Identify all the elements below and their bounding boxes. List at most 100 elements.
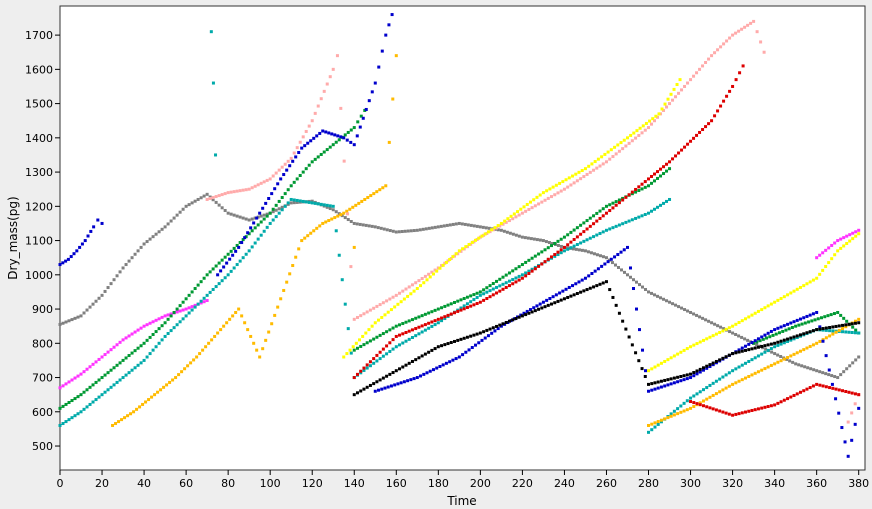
data-point	[279, 177, 283, 181]
data-point	[247, 218, 251, 222]
data-point	[190, 305, 194, 309]
data-point	[571, 174, 575, 178]
data-point	[315, 134, 319, 138]
data-point	[716, 324, 720, 328]
data-point	[533, 309, 537, 313]
data-point	[653, 293, 657, 297]
data-point	[517, 315, 521, 319]
data-point	[238, 215, 242, 219]
data-point	[802, 389, 806, 393]
data-point	[682, 374, 686, 378]
data-point	[151, 332, 155, 336]
data-point	[216, 273, 220, 277]
data-point	[777, 331, 781, 335]
data-point	[842, 316, 846, 320]
data-point	[335, 54, 339, 58]
data-point	[259, 214, 263, 218]
data-point	[749, 21, 753, 25]
data-point	[619, 268, 623, 272]
data-point	[556, 191, 560, 195]
data-point	[765, 336, 769, 340]
data-point	[551, 185, 555, 189]
data-point	[561, 289, 565, 293]
data-point	[511, 232, 515, 236]
data-point	[498, 289, 502, 293]
data-point	[792, 320, 796, 324]
data-point	[585, 219, 589, 223]
data-point	[773, 403, 777, 407]
data-point	[142, 324, 146, 328]
data-point	[441, 263, 445, 267]
data-point	[743, 25, 747, 29]
data-point	[469, 294, 473, 298]
data-point	[526, 236, 530, 240]
data-point	[782, 295, 786, 299]
data-point	[352, 376, 356, 380]
data-point	[614, 152, 618, 156]
data-point	[141, 402, 145, 406]
data-point	[744, 348, 748, 352]
data-point	[342, 355, 346, 359]
data-point	[427, 272, 431, 276]
data-point	[567, 176, 571, 180]
data-point	[641, 285, 645, 289]
data-point	[657, 112, 661, 116]
data-point	[740, 335, 744, 339]
data-point	[792, 337, 796, 341]
data-point	[250, 217, 254, 221]
data-point	[327, 131, 331, 135]
data-point	[621, 319, 625, 323]
x-tick-label: 320	[722, 477, 743, 490]
data-point	[698, 401, 702, 405]
data-point	[630, 192, 634, 196]
data-point	[115, 274, 119, 278]
data-point	[235, 214, 239, 218]
data-point	[662, 172, 666, 176]
data-point	[724, 327, 728, 331]
data-point	[382, 227, 386, 231]
data-point	[404, 320, 408, 324]
data-point	[288, 164, 292, 168]
data-point	[85, 367, 89, 371]
data-point	[815, 276, 819, 280]
data-point	[643, 374, 647, 378]
data-point	[600, 264, 604, 268]
data-point	[737, 350, 741, 354]
data-point	[685, 373, 689, 377]
data-point	[800, 322, 804, 326]
data-point	[336, 134, 340, 138]
data-point	[737, 320, 741, 324]
data-point	[556, 243, 560, 247]
data-point	[381, 301, 385, 305]
data-point	[601, 255, 605, 259]
data-point	[718, 377, 722, 381]
data-point	[734, 78, 738, 82]
data-point	[154, 318, 158, 322]
data-point	[268, 221, 272, 225]
data-point	[622, 248, 626, 252]
data-point	[362, 312, 366, 316]
data-point	[109, 282, 113, 286]
data-point	[214, 153, 218, 157]
data-point	[676, 380, 680, 384]
data-point	[596, 267, 600, 271]
data-point	[121, 266, 125, 270]
data-point	[502, 229, 506, 233]
data-point	[766, 304, 770, 308]
data-point	[651, 117, 655, 121]
data-point	[67, 380, 71, 384]
data-point	[601, 214, 605, 218]
data-point	[316, 104, 320, 108]
data-point	[637, 189, 641, 193]
data-point	[250, 186, 254, 190]
data-point	[546, 246, 550, 250]
data-point	[722, 99, 726, 103]
data-point	[789, 291, 793, 295]
data-point	[574, 282, 578, 286]
data-point	[444, 361, 448, 365]
data-point	[368, 364, 372, 368]
data-point	[363, 108, 367, 112]
data-point	[650, 382, 654, 386]
data-point	[422, 281, 426, 285]
data-point	[830, 382, 834, 386]
